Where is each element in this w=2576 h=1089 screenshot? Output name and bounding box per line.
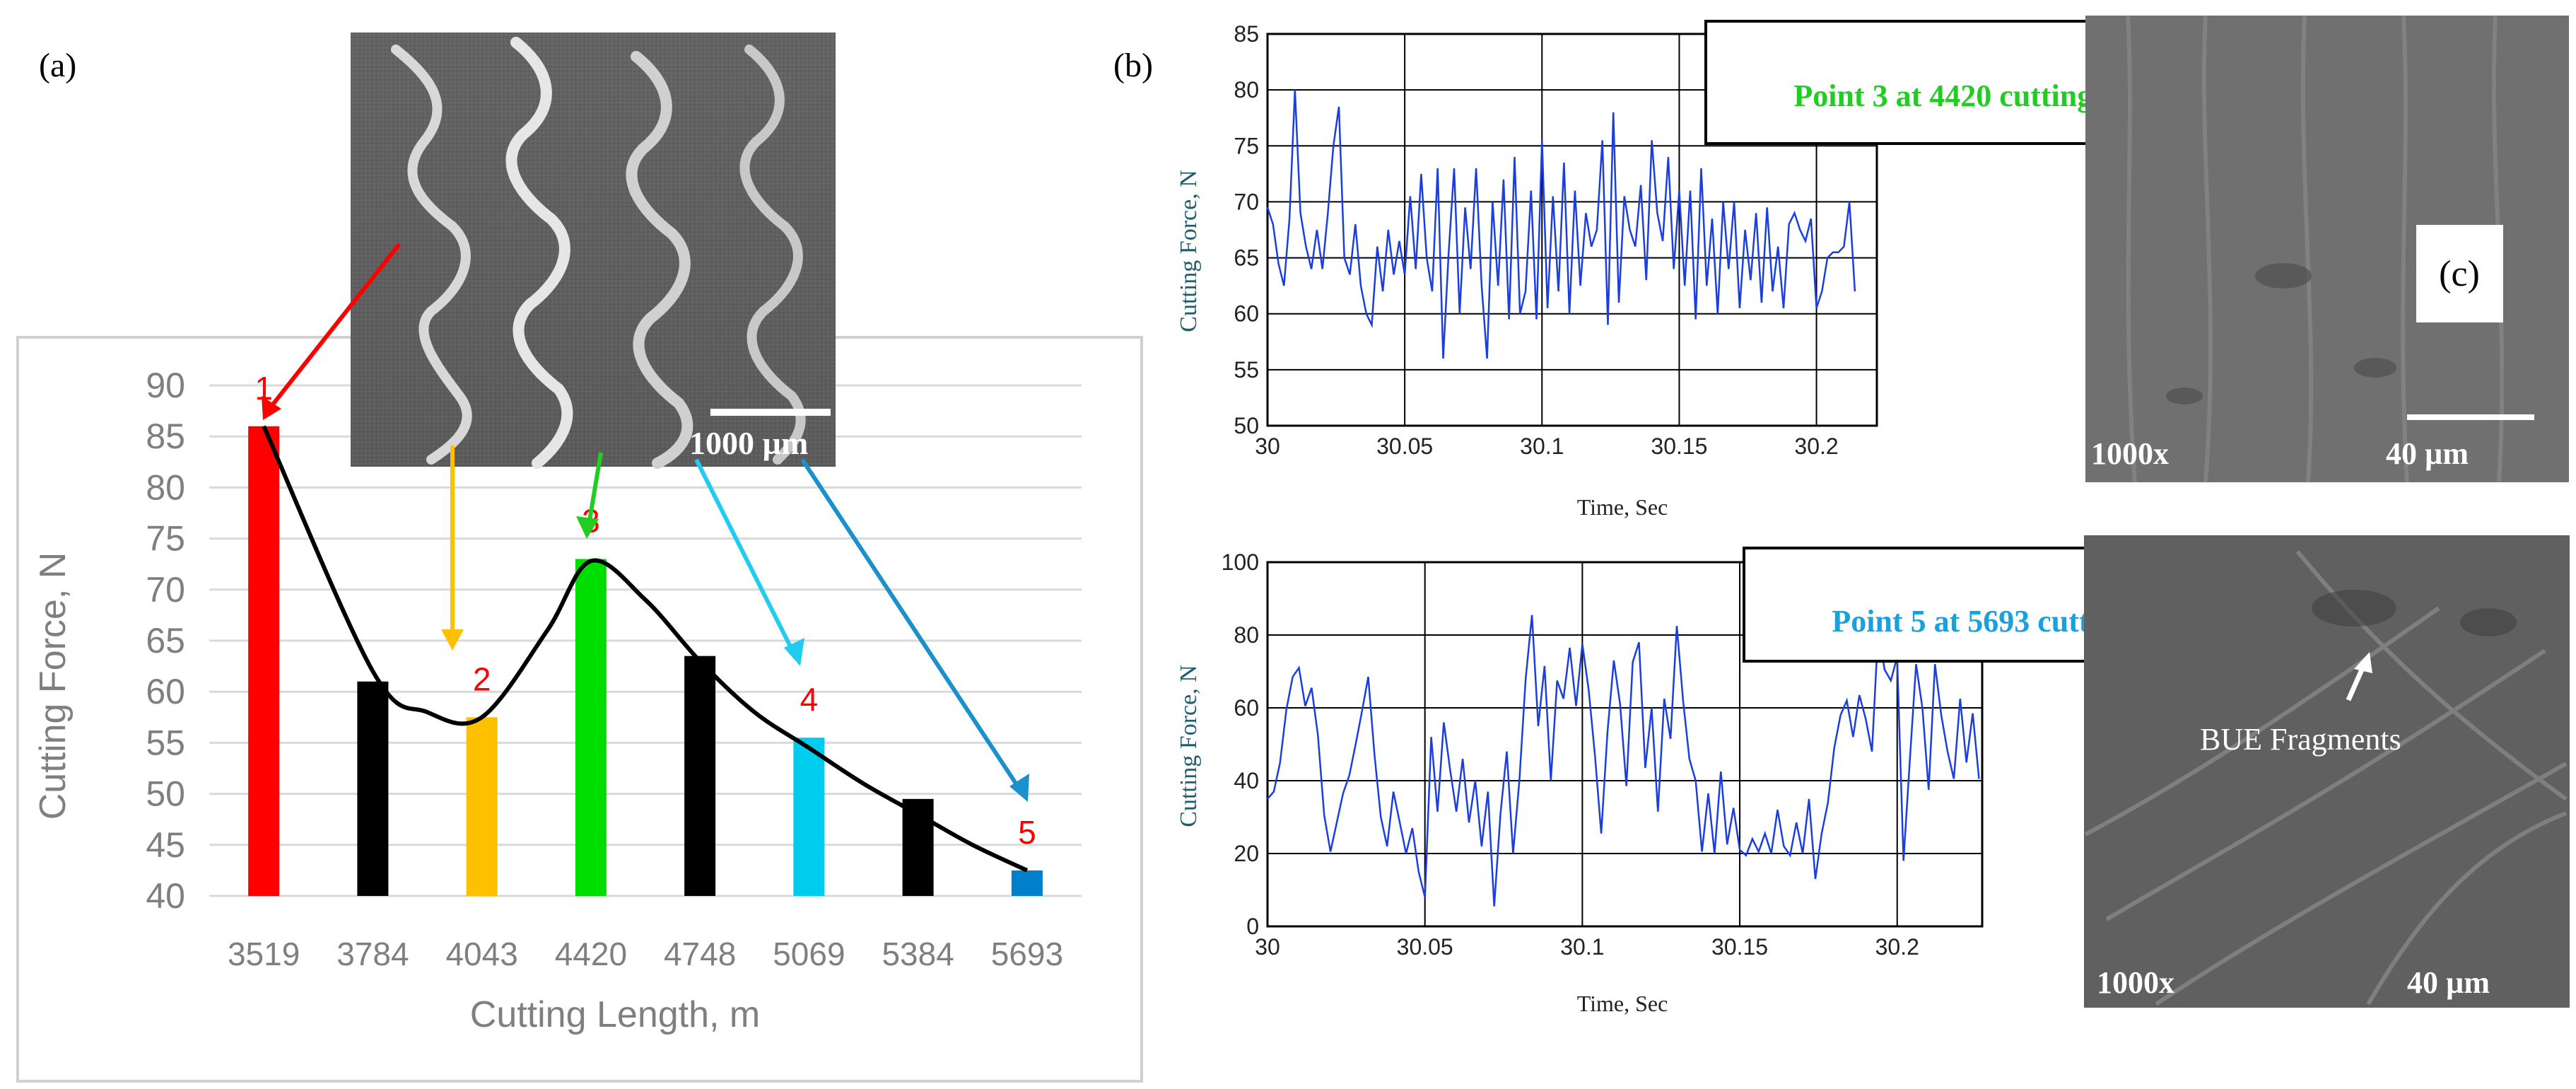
point-label-5: 5 — [1018, 814, 1036, 851]
line-top-y-tick-3: 65 — [1234, 245, 1259, 271]
bar-x-tick-5384: 5384 — [882, 936, 954, 972]
bottom-sem-magnification: 1000x — [2097, 965, 2174, 1000]
bar-y-tick-7: 75 — [146, 519, 185, 559]
bue-label: BUE Fragments — [2200, 722, 2401, 757]
arrow-to-point-3-head — [576, 516, 599, 539]
line-bottom-series-force — [1267, 615, 1980, 907]
line-top-y-tick-6: 80 — [1234, 77, 1259, 103]
top-sem-magnification: 1000x — [2091, 436, 2169, 471]
bar-4420 — [575, 559, 607, 896]
line-bottom-x-tick-2: 30.1 — [1560, 934, 1604, 960]
bar-x-tick-4748: 4748 — [664, 936, 736, 972]
bue-arrow-head — [2354, 652, 2372, 673]
bar-x-tick-4420: 4420 — [555, 936, 627, 972]
line-bottom-x-tick-3: 30.15 — [1711, 934, 1768, 960]
bar-4043 — [466, 717, 498, 896]
bar-5693 — [1011, 870, 1043, 896]
point-label-4: 4 — [800, 681, 819, 718]
line-top-x-tick-0: 30 — [1255, 433, 1280, 459]
arrow-to-point-4 — [694, 458, 797, 658]
chip-curl-column-2 — [505, 37, 573, 469]
chip-arrows — [262, 243, 1029, 802]
line-top-y-tick-1: 55 — [1234, 357, 1259, 383]
trend-curve — [262, 425, 1029, 873]
panel-label-a: (a) — [39, 47, 76, 84]
line-bottom-y-tick-4: 80 — [1234, 622, 1259, 648]
bar-y-tick-3: 55 — [146, 723, 185, 762]
line-bottom-x-tick-0: 30 — [1255, 934, 1280, 960]
bar-chart-bars — [248, 426, 1043, 896]
bar-y-tick-5: 65 — [146, 621, 185, 660]
line-top-y-tick-7: 85 — [1234, 21, 1259, 47]
line-bottom-x-tick-1: 30.05 — [1397, 934, 1453, 960]
bar-chart-y-axis-label: Cutting Force, N — [33, 552, 74, 820]
bar-4748 — [684, 656, 716, 896]
bar-5069 — [793, 738, 825, 896]
point-label-2: 2 — [473, 660, 491, 697]
panel-label-c: (c) — [2439, 254, 2480, 294]
chip-scale-label: 1000 µm — [689, 425, 808, 461]
arrow-to-point-2-head — [441, 629, 464, 651]
bar-y-tick-8: 80 — [146, 467, 185, 507]
bottom-sem-scale-label: 40 µm — [2407, 965, 2490, 1000]
bar-y-tick-0: 40 — [146, 876, 185, 916]
bar-y-tick-2: 50 — [146, 774, 185, 814]
bar-x-tick-3519: 3519 — [228, 936, 300, 972]
bar-y-tick-4: 60 — [146, 672, 185, 711]
chip-curl-column-1 — [391, 45, 472, 465]
bar-y-tick-10: 90 — [146, 366, 185, 405]
arrow-to-point-3 — [586, 452, 603, 530]
line-bottom-x-tick-4: 30.2 — [1875, 934, 1919, 960]
line-bottom-y-tick-2: 40 — [1234, 768, 1259, 793]
bar-chart-x-ticks: 3519 3784 4043 4420 4748 5069 5384 5693 — [228, 936, 1063, 972]
bar-x-tick-3784: 3784 — [336, 936, 409, 972]
arrow-to-point-5 — [800, 458, 1024, 793]
bar-3519 — [248, 426, 280, 896]
line-chart-top-x-axis-label: Time, Sec — [1577, 494, 1668, 520]
line-top-x-tick-3: 30.15 — [1651, 433, 1707, 459]
chip-curl-column-4 — [739, 45, 806, 465]
arrow-to-point-5-head — [1009, 774, 1029, 802]
bar-x-tick-5069: 5069 — [773, 936, 845, 972]
arrow-to-point-4-head — [784, 638, 804, 666]
bar-chart-y-ticks: 40 45 50 55 60 65 70 75 80 85 90 — [146, 366, 185, 916]
sem-chip-image: 1000 µm — [351, 33, 836, 469]
panel-label-c-box — [2416, 225, 2503, 322]
line-bottom-y-tick-1: 20 — [1234, 841, 1259, 866]
line-top-y-tick-2: 60 — [1234, 301, 1259, 327]
line-bottom-y-tick-3: 60 — [1234, 695, 1259, 721]
bar-x-tick-5693: 5693 — [991, 936, 1063, 972]
line-bottom-y-tick-5: 100 — [1222, 549, 1259, 575]
line-top-x-tick-2: 30.1 — [1520, 433, 1564, 459]
bar-y-tick-1: 45 — [146, 825, 185, 865]
line-chart-bottom-x-axis-label: Time, Sec — [1577, 991, 1668, 1016]
arrow-to-point-1 — [265, 243, 402, 413]
bar-y-tick-6: 70 — [146, 570, 185, 610]
arrow-to-point-1-head — [262, 396, 281, 420]
sem-surface-bottom: BUE Fragments 1000x 40 µm — [2084, 535, 2570, 1008]
bar-x-tick-4043: 4043 — [445, 936, 517, 972]
line-bottom-y-tick-0: 0 — [1246, 914, 1259, 939]
line-chart-top-y-axis-label: Cutting Force, N — [1176, 170, 1202, 332]
bar-chart-x-axis-label: Cutting Length, m — [470, 994, 760, 1035]
bar-3784 — [357, 681, 389, 896]
chip-curl-column-3 — [626, 51, 693, 469]
line-top-series-force — [1266, 90, 1856, 359]
line-top-y-tick-4: 70 — [1234, 189, 1259, 214]
bar-y-tick-9: 85 — [146, 417, 185, 456]
top-sem-scale-label: 40 µm — [2386, 436, 2469, 471]
line-chart-top: Cutting Force, N Time, Sec 50 55 60 65 70 75 8… — [1176, 21, 1878, 520]
panel-label-b: (b) — [1113, 47, 1153, 84]
line-top-x-tick-1: 30.05 — [1376, 433, 1433, 459]
sem-surface-top: (c) 1000x 40 µm — [2085, 15, 2569, 483]
line-top-y-tick-0: 50 — [1234, 413, 1259, 438]
line-chart-bottom-y-axis-label: Cutting Force, N — [1176, 665, 1202, 827]
line-top-y-tick-5: 75 — [1234, 133, 1259, 158]
line-top-x-tick-4: 30.2 — [1794, 433, 1838, 459]
